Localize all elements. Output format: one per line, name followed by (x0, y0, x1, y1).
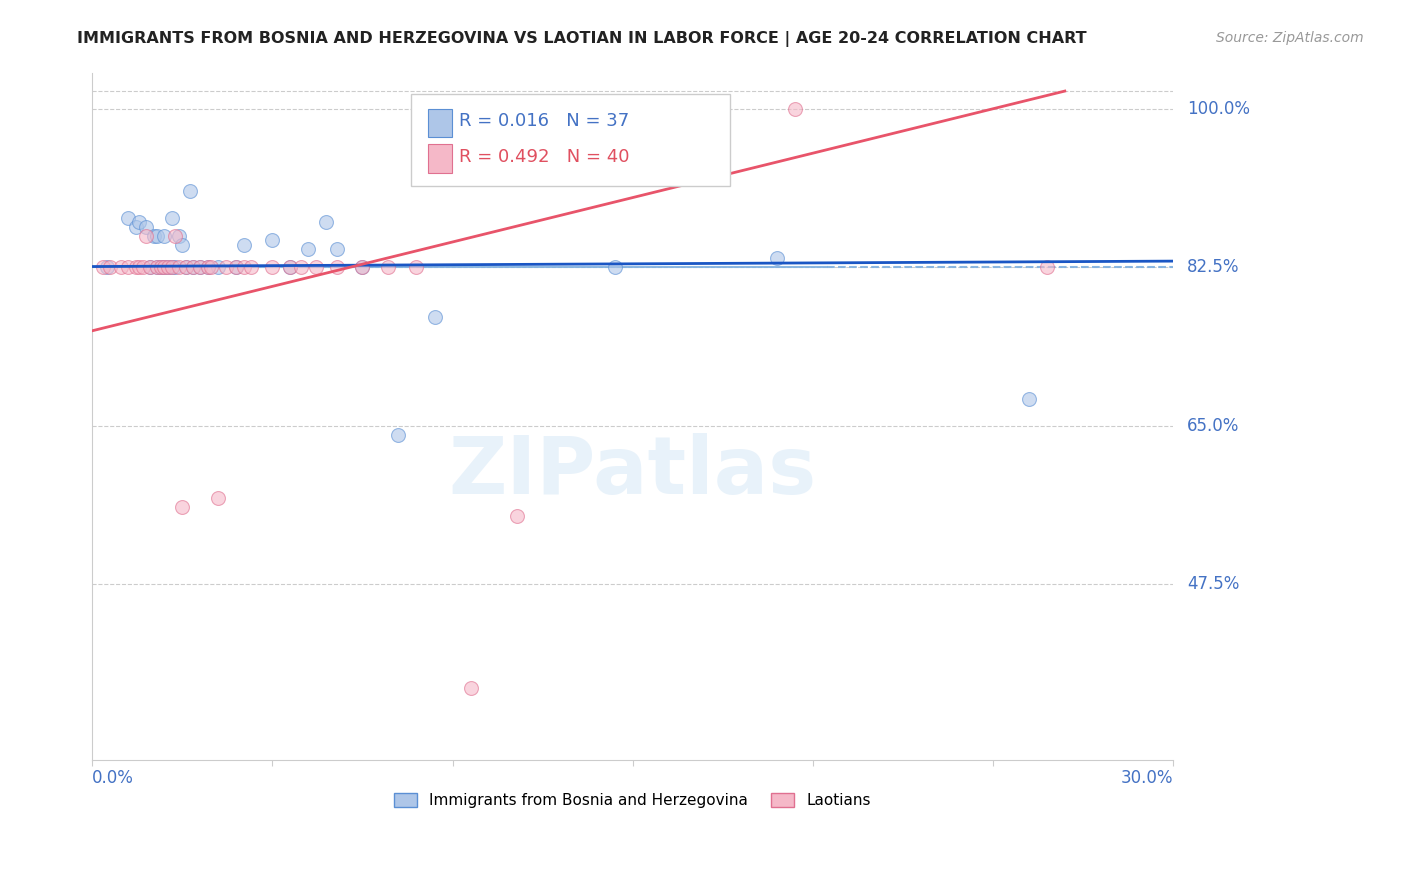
Text: 100.0%: 100.0% (1187, 100, 1250, 118)
Point (262, 233, 284, 247)
Point (232, 237, 254, 252)
FancyBboxPatch shape (429, 145, 453, 173)
Point (181, 260, 204, 275)
Point (156, 260, 179, 275)
Point (165, 228, 187, 243)
Point (225, 260, 247, 275)
Point (142, 228, 165, 243)
Point (190, 260, 212, 275)
Point (149, 260, 172, 275)
Text: IMMIGRANTS FROM BOSNIA AND HERZEGOVINA VS LAOTIAN IN LABOR FORCE | AGE 20-24 COR: IMMIGRANTS FROM BOSNIA AND HERZEGOVINA V… (77, 31, 1087, 47)
Point (377, 260, 399, 275)
Point (146, 260, 169, 275)
Point (96, 260, 118, 275)
Point (423, 310, 446, 325)
Point (207, 491, 229, 505)
Point (110, 260, 132, 275)
Point (172, 237, 194, 252)
Point (153, 260, 176, 275)
Point (315, 215, 337, 229)
Point (174, 260, 197, 275)
Point (280, 260, 302, 275)
Point (117, 211, 139, 225)
Point (197, 260, 219, 275)
Point (1018, 392, 1040, 406)
Point (1036, 260, 1059, 275)
Text: R = 0.492   N = 40: R = 0.492 N = 40 (458, 148, 628, 167)
Point (91, 260, 114, 275)
Text: R = 0.016   N = 37: R = 0.016 N = 37 (458, 112, 628, 130)
Point (167, 260, 190, 275)
Point (214, 260, 236, 275)
Point (352, 260, 374, 275)
Point (98, 260, 121, 275)
FancyBboxPatch shape (429, 109, 453, 137)
Point (711, 102, 734, 116)
Point (326, 260, 349, 275)
Point (156, 260, 179, 275)
Point (135, 219, 157, 234)
Point (352, 260, 374, 275)
Text: 47.5%: 47.5% (1187, 575, 1240, 593)
Point (225, 260, 247, 275)
Point (239, 260, 262, 275)
Point (765, 252, 787, 266)
Point (160, 260, 183, 275)
Text: 0.0%: 0.0% (93, 770, 134, 788)
Point (179, 184, 201, 198)
Point (124, 219, 146, 234)
Point (153, 228, 176, 243)
Point (460, 681, 482, 695)
Point (153, 260, 176, 275)
Legend: Immigrants from Bosnia and Herzegovina, Laotians: Immigrants from Bosnia and Herzegovina, … (388, 788, 877, 814)
Point (262, 260, 284, 275)
Point (174, 260, 197, 275)
Point (149, 260, 172, 275)
Point (165, 260, 187, 275)
Text: 65.0%: 65.0% (1187, 417, 1240, 434)
Point (326, 243, 349, 257)
Point (167, 228, 190, 243)
Point (160, 260, 183, 275)
Point (783, 102, 806, 116)
Point (304, 260, 326, 275)
Point (132, 260, 155, 275)
Point (124, 260, 146, 275)
Point (139, 260, 162, 275)
Point (290, 260, 312, 275)
Point (172, 500, 194, 515)
Point (190, 260, 212, 275)
Point (603, 260, 626, 275)
Point (197, 260, 219, 275)
Point (128, 215, 150, 229)
Point (200, 260, 222, 275)
Text: 82.5%: 82.5% (1187, 259, 1240, 277)
Text: 30.0%: 30.0% (1121, 770, 1173, 788)
Text: ZIPatlas: ZIPatlas (449, 433, 817, 511)
Point (139, 260, 162, 275)
Point (135, 228, 157, 243)
Point (232, 260, 254, 275)
Text: Source: ZipAtlas.com: Source: ZipAtlas.com (1216, 31, 1364, 45)
Point (146, 260, 169, 275)
Point (207, 260, 229, 275)
Point (405, 260, 427, 275)
Point (117, 260, 139, 275)
Point (128, 260, 150, 275)
Point (160, 211, 183, 225)
Point (506, 509, 529, 524)
Point (181, 260, 204, 275)
Point (146, 228, 169, 243)
Point (387, 427, 409, 442)
Point (280, 260, 302, 275)
FancyBboxPatch shape (411, 94, 730, 186)
Point (297, 243, 319, 257)
